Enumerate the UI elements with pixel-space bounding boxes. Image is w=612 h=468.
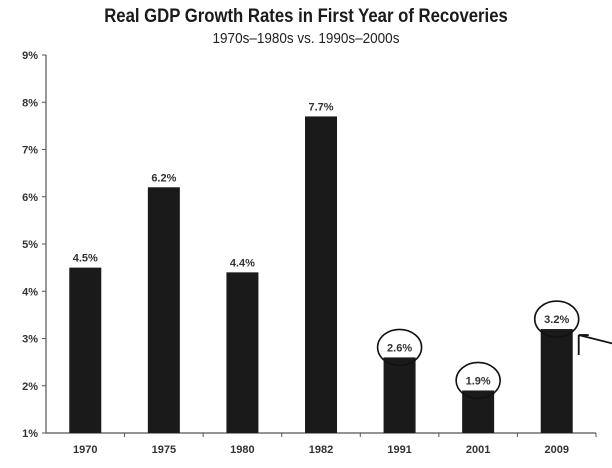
bar-2009: [540, 329, 573, 433]
data-label-1975: 6.2%: [151, 172, 176, 184]
bar-1975: [147, 187, 180, 433]
bar-2001: [462, 390, 495, 433]
y-tick-label: 4%: [22, 286, 38, 298]
data-label-1982: 7.7%: [308, 101, 333, 113]
chart-title: Real GDP Growth Rates in First Year of R…: [104, 6, 508, 27]
x-tick-label-1975: 1975: [152, 444, 176, 456]
y-tick-label: 3%: [22, 334, 38, 346]
y-tick-label: 8%: [22, 97, 38, 109]
x-tick-label-1982: 1982: [309, 444, 333, 456]
hand-drawn-circle-2009: [533, 300, 580, 338]
chart-subtitle: 1970s–1980s vs. 1990s–2000s: [212, 30, 400, 47]
data-label-2009: 3.2%: [544, 314, 569, 326]
bar-1991: [383, 357, 416, 433]
data-label-2001: 1.9%: [466, 375, 491, 387]
y-tick-label: 1%: [22, 428, 38, 440]
x-tick-label-1991: 1991: [387, 444, 411, 456]
data-label-1991: 2.6%: [387, 342, 412, 354]
bar-1980: [226, 272, 259, 433]
x-tick-label-2001: 2001: [466, 444, 490, 456]
hand-drawn-circle-2001: [455, 361, 501, 400]
hand-drawn-arrow: [577, 334, 612, 356]
y-tick-label: 2%: [22, 381, 38, 393]
x-tick-label-1970: 1970: [73, 444, 97, 456]
bar-1970: [69, 267, 102, 433]
y-tick-label: 7%: [22, 145, 38, 157]
bar-1982: [305, 116, 337, 434]
hand-drawn-circle-1991: [376, 328, 423, 367]
data-label-1970: 4.5%: [73, 253, 98, 265]
y-tick-label: 6%: [22, 192, 38, 204]
y-tick-label: 9%: [22, 50, 38, 62]
x-tick-label-1980: 1980: [230, 444, 254, 456]
x-tick-label-2009: 2009: [544, 444, 568, 456]
data-label-1980: 4.4%: [230, 257, 255, 269]
y-tick-label: 5%: [22, 239, 38, 251]
